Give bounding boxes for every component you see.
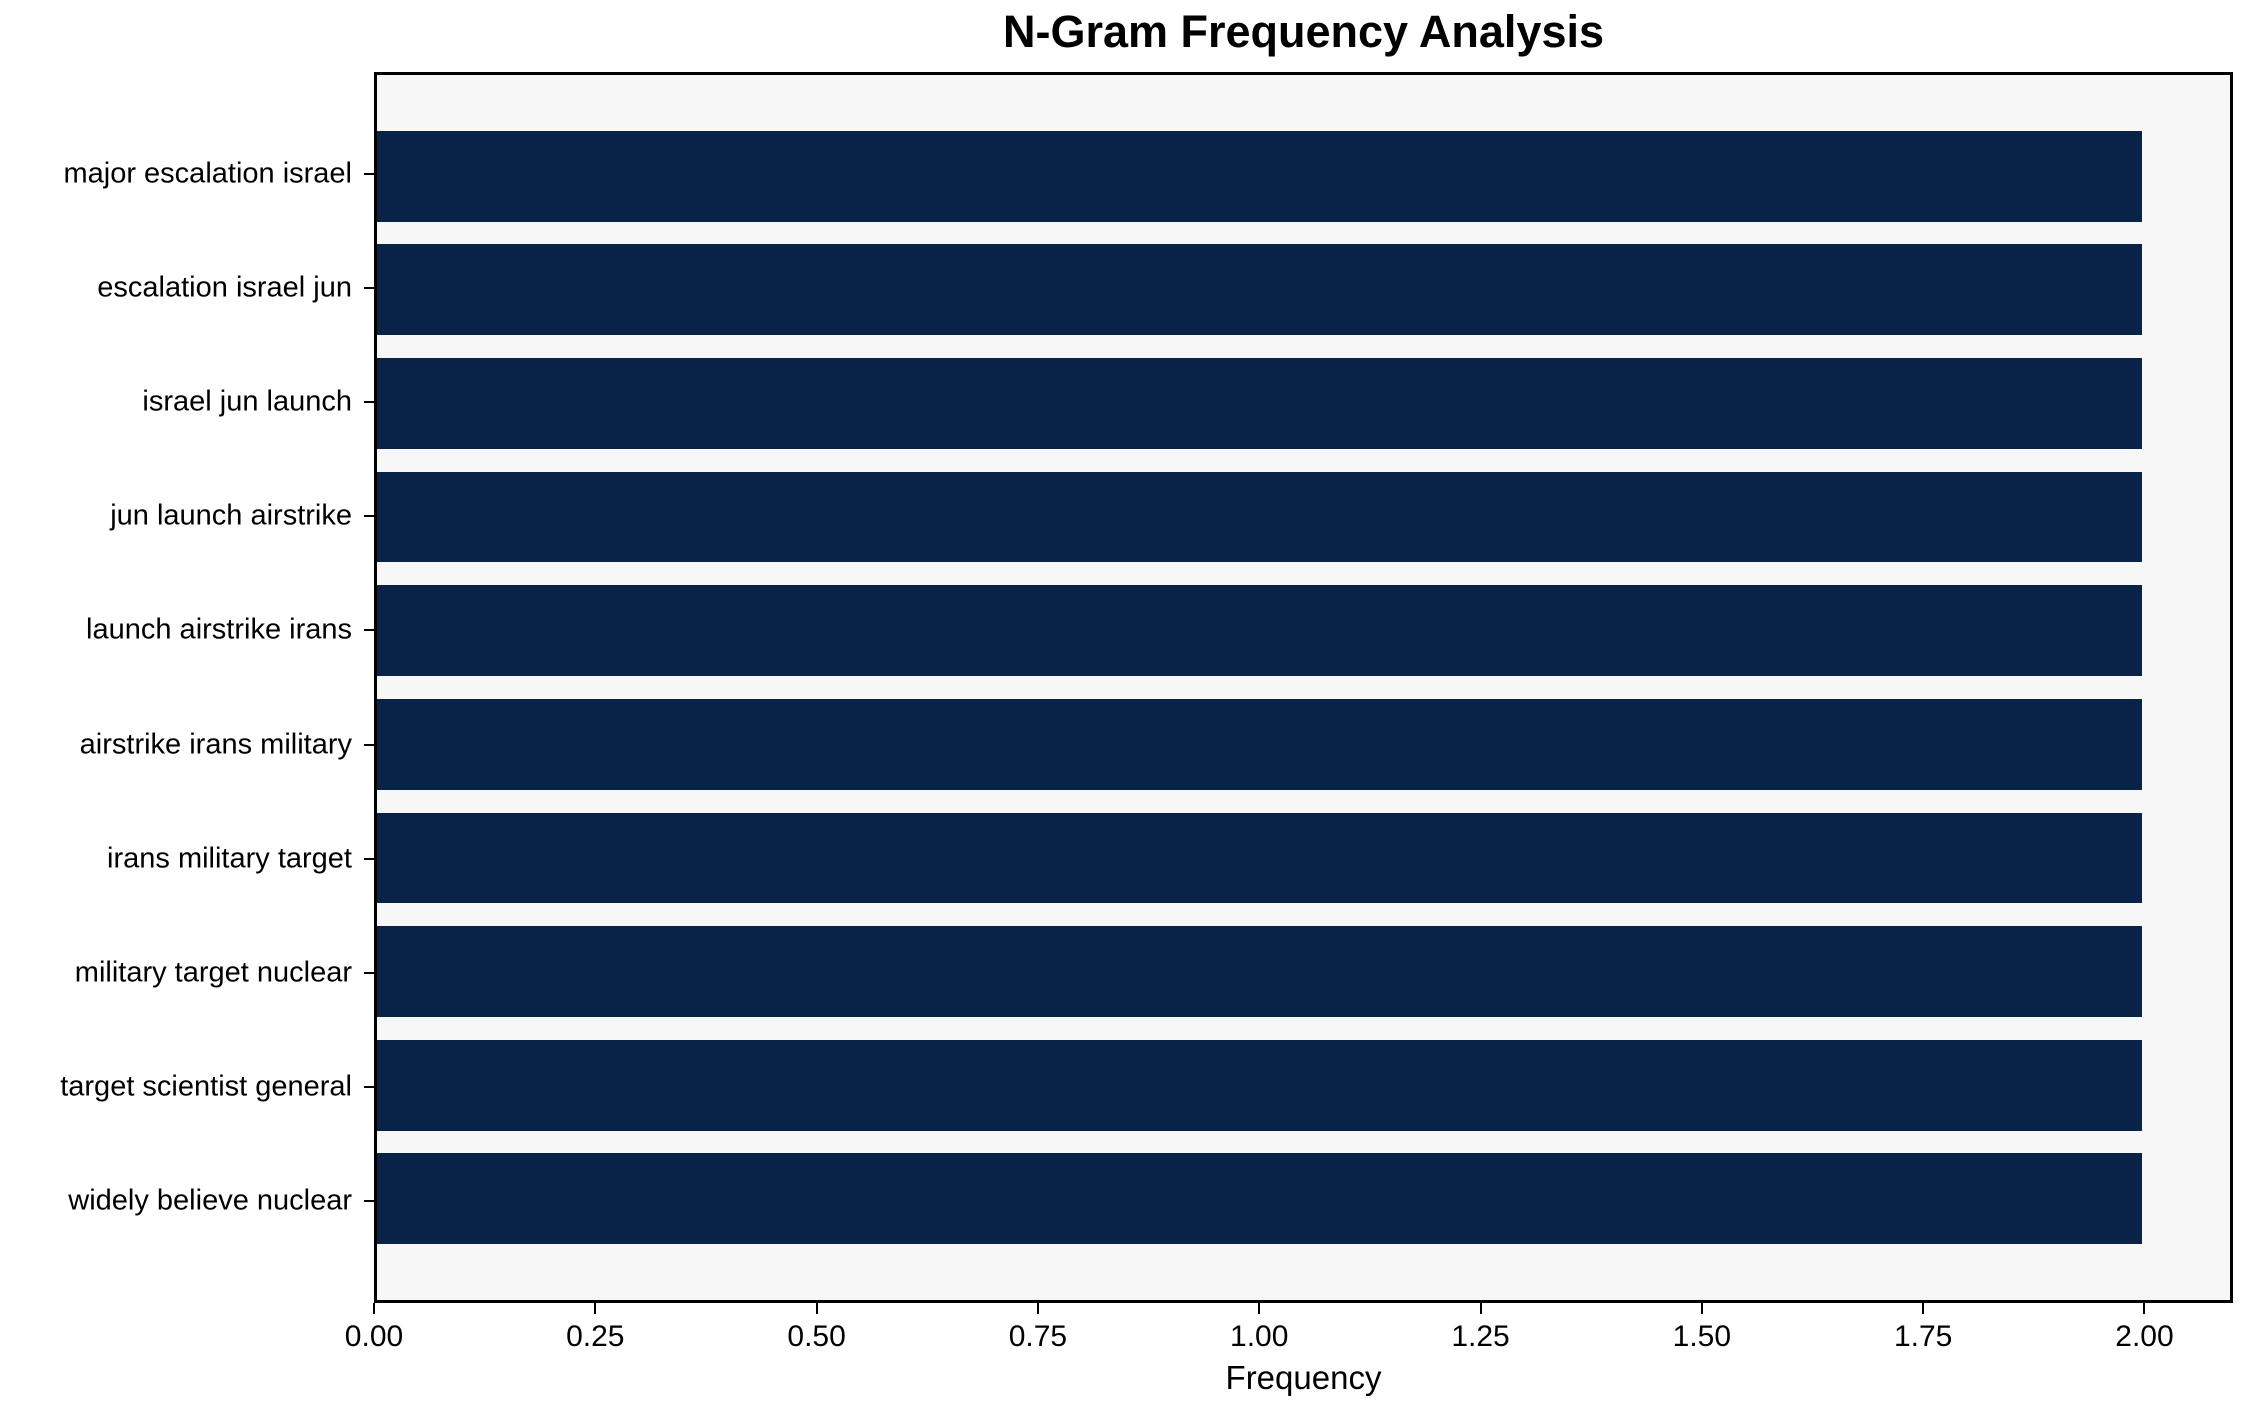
y-tick-label: jun launch airstrike (110, 499, 352, 532)
bar (377, 585, 2142, 677)
x-tick-mark (1479, 1303, 1482, 1314)
bar (377, 812, 2142, 904)
x-tick-mark (1258, 1303, 1261, 1314)
y-tick-mark (364, 286, 374, 289)
y-tick-label: israel jun launch (142, 385, 352, 418)
x-tick-mark (815, 1303, 818, 1314)
x-tick-label: 1.75 (1893, 1320, 1953, 1353)
x-tick-mark (1922, 1303, 1925, 1314)
bar (377, 926, 2142, 1018)
y-tick-label: target scientist general (60, 1070, 352, 1103)
y-tick-mark (364, 401, 374, 404)
y-tick-mark (364, 1086, 374, 1089)
y-tick-label: widely believe nuclear (68, 1184, 352, 1217)
x-tick-label: 1.50 (1672, 1320, 1732, 1353)
bar (377, 1039, 2142, 1131)
y-tick-mark (364, 971, 374, 974)
x-tick-label: 0.50 (787, 1320, 846, 1353)
bar (377, 130, 2142, 222)
y-tick-mark (364, 1200, 374, 1203)
x-tick-label: 1.25 (1451, 1320, 1510, 1353)
bar (377, 471, 2142, 563)
bar (377, 1153, 2142, 1245)
x-tick-label: 0.75 (1008, 1320, 1068, 1353)
y-tick-label: military target nuclear (74, 956, 352, 989)
chart-title: N-Gram Frequency Analysis (1002, 6, 1605, 57)
y-tick-label: launch airstrike irans (86, 613, 352, 646)
x-tick-mark (1700, 1303, 1703, 1314)
x-tick-mark (373, 1303, 375, 1314)
x-tick-mark (2143, 1303, 2146, 1314)
x-axis-label: Frequency (1225, 1359, 1382, 1396)
y-tick-label: major escalation israel (63, 157, 352, 190)
y-tick-mark (364, 629, 374, 632)
x-tick-mark (594, 1303, 597, 1314)
x-tick-mark (1036, 1303, 1039, 1314)
x-tick-label: 2.00 (2115, 1320, 2174, 1353)
y-tick-mark (364, 172, 374, 175)
x-tick-label: 1.00 (1230, 1320, 1289, 1353)
bar (377, 698, 2142, 790)
bar (377, 357, 2142, 449)
y-tick-label: airstrike irans military (79, 728, 352, 761)
y-tick-mark (364, 857, 374, 860)
bar (377, 244, 2142, 336)
plot-area (374, 72, 2233, 1303)
y-tick-mark (364, 743, 374, 746)
x-tick-label: 0.25 (566, 1320, 625, 1353)
y-tick-label: escalation israel jun (97, 271, 352, 304)
x-tick-label: 0.00 (344, 1320, 404, 1353)
y-tick-label: irans military target (107, 842, 352, 875)
y-tick-mark (364, 515, 374, 518)
